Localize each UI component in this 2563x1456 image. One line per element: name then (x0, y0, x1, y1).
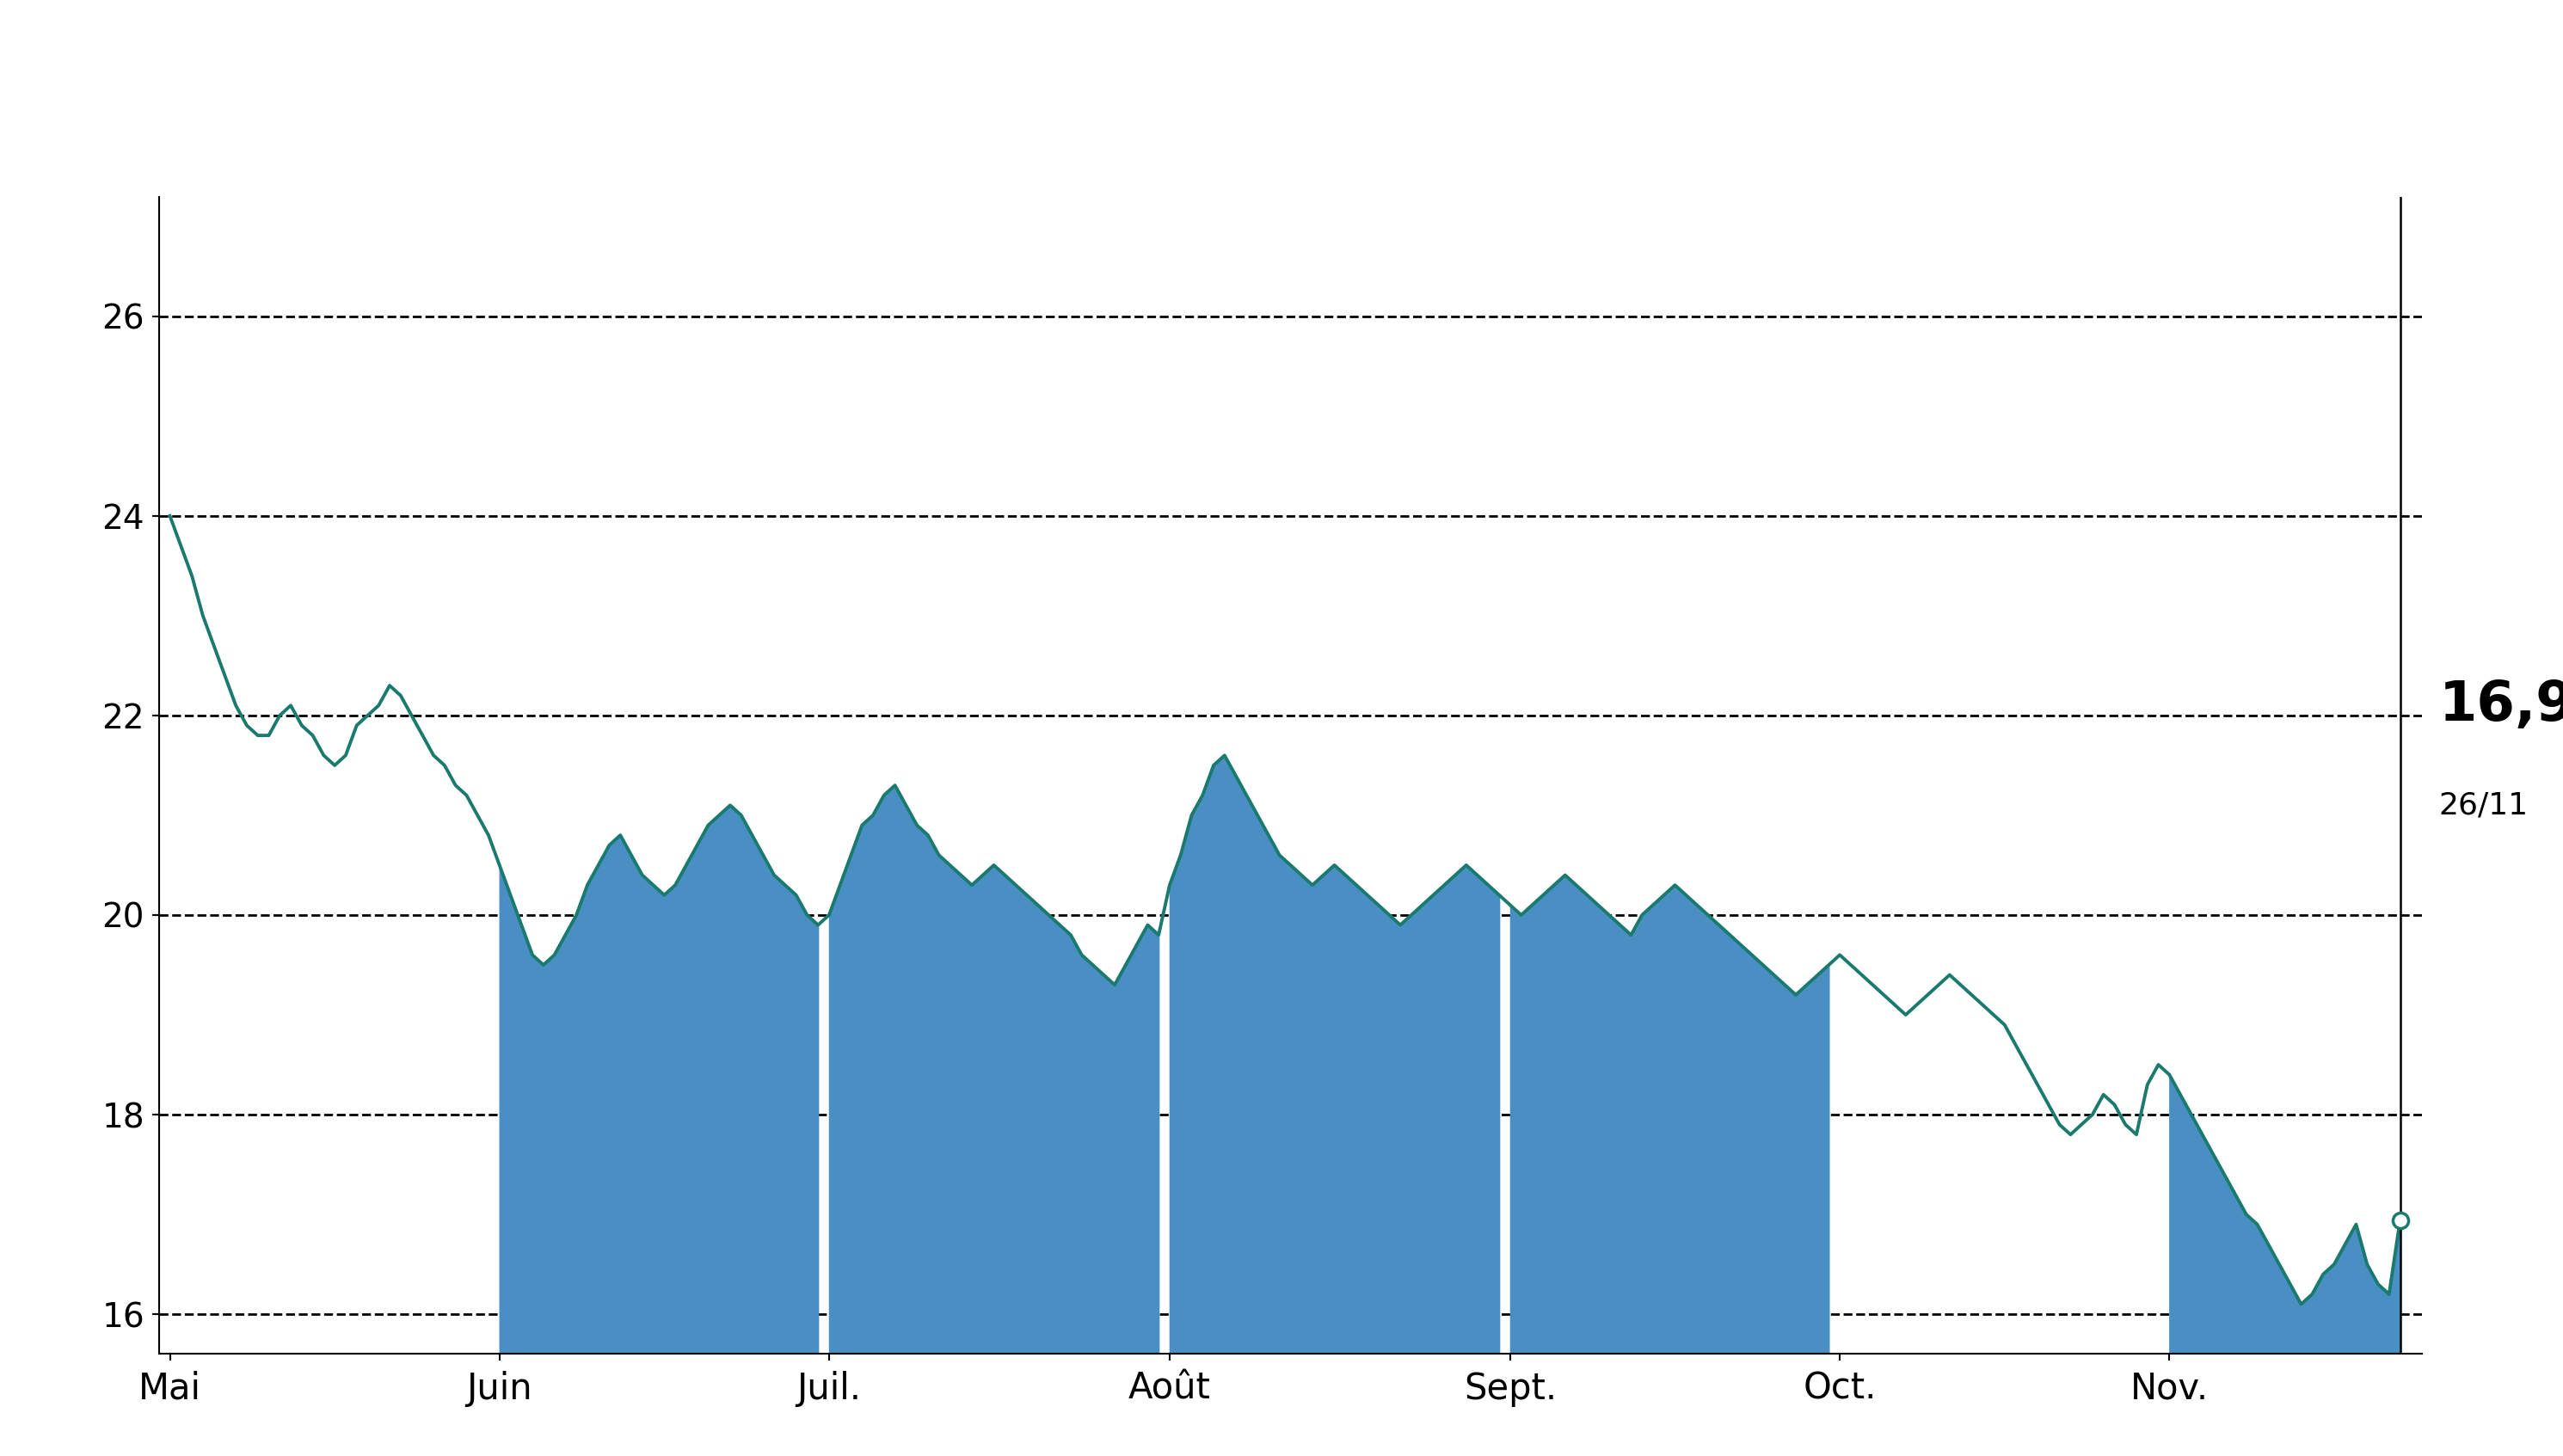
Text: SFC Energy AG: SFC Energy AG (992, 20, 1571, 89)
Text: 16,94: 16,94 (2437, 678, 2563, 732)
Text: 26/11: 26/11 (2437, 791, 2527, 820)
